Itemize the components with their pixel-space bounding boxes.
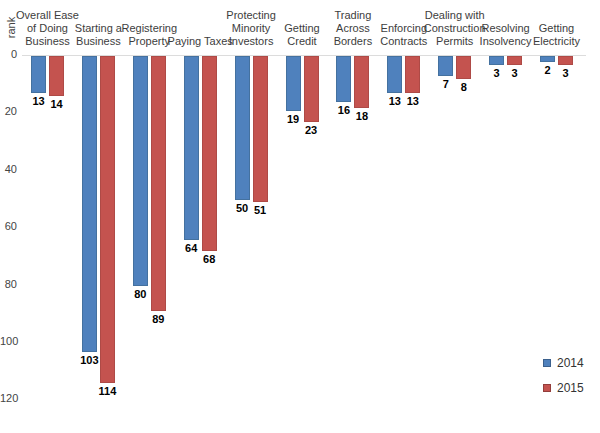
y-tick-label: 100 (0, 335, 17, 348)
legend-swatch-icon (543, 384, 551, 392)
value-label-2015: 13 (396, 95, 430, 107)
bar-2014 (133, 56, 148, 286)
bar-2015 (456, 56, 471, 79)
value-label-2015: 3 (549, 67, 583, 79)
value-label-2015: 18 (345, 110, 379, 122)
bar-2015 (49, 56, 64, 96)
y-tick-label: 20 (0, 105, 17, 118)
y-tick-label: 0 (0, 48, 17, 61)
value-label-2015: 23 (294, 124, 328, 136)
bar-2014 (540, 56, 555, 62)
value-label-2015: 89 (141, 313, 175, 325)
bar-2014 (184, 56, 199, 240)
bar-2014 (235, 56, 250, 200)
bar-2014 (438, 56, 453, 76)
bar-2015 (507, 56, 522, 65)
bar-2014 (286, 56, 301, 111)
value-label-2015: 68 (192, 253, 226, 265)
value-label-2015: 3 (498, 67, 532, 79)
bar-2014 (82, 56, 97, 352)
legend-item-2014: 2014 (543, 356, 584, 370)
bar-2015 (151, 56, 166, 311)
legend-item-2015: 2015 (543, 381, 584, 395)
bar-2015 (100, 56, 115, 383)
bar-2014 (336, 56, 351, 102)
y-tick-label: 120 (0, 392, 17, 405)
value-label-2015: 14 (40, 98, 74, 110)
bar-2015 (558, 56, 573, 65)
bar-2014 (31, 56, 46, 93)
bar-chart: rank 020406080100120 Overall Easeof Doin… (0, 0, 600, 433)
bar-2015 (304, 56, 319, 122)
bar-2015 (202, 56, 217, 251)
legend-swatch-icon (543, 359, 551, 367)
legend: 2014 2015 (543, 356, 584, 406)
value-label-2015: 114 (90, 385, 124, 397)
legend-label: 2014 (557, 356, 584, 370)
y-tick-label: 80 (0, 278, 17, 291)
bar-2015 (405, 56, 420, 93)
bar-2014 (387, 56, 402, 93)
legend-label: 2015 (557, 381, 584, 395)
bar-2015 (354, 56, 369, 108)
value-label-2015: 8 (447, 81, 481, 93)
bar-2015 (253, 56, 268, 202)
bar-2014 (489, 56, 504, 65)
y-tick-label: 40 (0, 163, 17, 176)
value-label-2015: 51 (243, 204, 277, 216)
category-label: GettingElectricity (507, 22, 600, 48)
y-tick-label: 60 (0, 220, 17, 233)
